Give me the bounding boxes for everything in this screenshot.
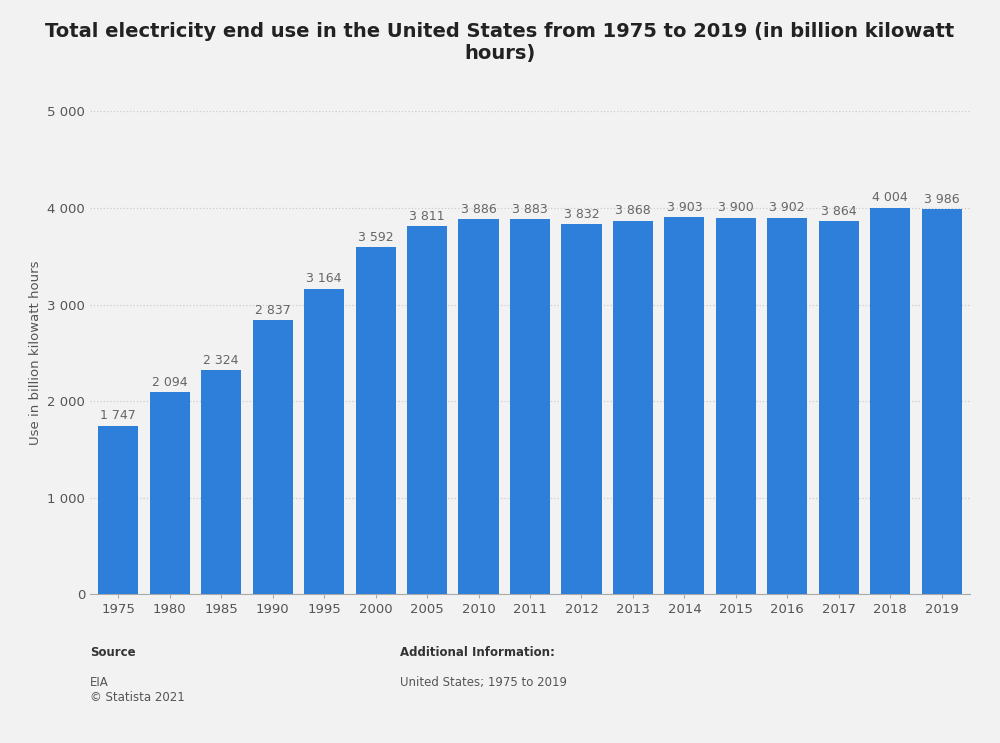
Bar — [150, 392, 190, 594]
Text: 3 864: 3 864 — [821, 205, 857, 218]
Text: 3 903: 3 903 — [667, 201, 702, 214]
Bar — [407, 227, 447, 594]
Bar — [819, 221, 859, 594]
Text: 3 986: 3 986 — [924, 193, 960, 206]
Y-axis label: Use in billion kilowatt hours: Use in billion kilowatt hours — [29, 261, 42, 445]
Text: Total electricity end use in the United States from 1975 to 2019 (in billion kil: Total electricity end use in the United … — [45, 22, 955, 63]
Text: United States; 1975 to 2019: United States; 1975 to 2019 — [400, 676, 567, 689]
Text: Source: Source — [90, 646, 136, 659]
Text: 3 902: 3 902 — [769, 201, 805, 214]
Text: 3 164: 3 164 — [306, 273, 342, 285]
Bar — [664, 218, 704, 594]
Bar — [613, 221, 653, 594]
Bar — [253, 320, 293, 594]
Text: 2 324: 2 324 — [203, 354, 239, 366]
Bar — [356, 247, 396, 594]
Text: 2 094: 2 094 — [152, 376, 188, 389]
Text: 3 832: 3 832 — [564, 208, 599, 221]
Text: 2 837: 2 837 — [255, 304, 291, 317]
Bar — [767, 218, 807, 594]
Bar — [458, 219, 499, 594]
Bar — [561, 224, 602, 594]
Text: 3 886: 3 886 — [461, 203, 496, 215]
Text: 3 900: 3 900 — [718, 201, 754, 214]
Text: 3 883: 3 883 — [512, 203, 548, 216]
Text: 4 004: 4 004 — [872, 191, 908, 204]
Bar — [201, 370, 241, 594]
Text: 3 811: 3 811 — [409, 210, 445, 223]
Text: 1 747: 1 747 — [100, 409, 136, 422]
Bar — [304, 289, 344, 594]
Bar — [98, 426, 138, 594]
Bar — [716, 218, 756, 594]
Bar — [922, 210, 962, 594]
Text: EIA
© Statista 2021: EIA © Statista 2021 — [90, 676, 185, 704]
Bar — [510, 219, 550, 594]
Bar — [870, 207, 910, 594]
Text: Additional Information:: Additional Information: — [400, 646, 555, 659]
Text: 3 868: 3 868 — [615, 204, 651, 218]
Text: 3 592: 3 592 — [358, 231, 393, 244]
